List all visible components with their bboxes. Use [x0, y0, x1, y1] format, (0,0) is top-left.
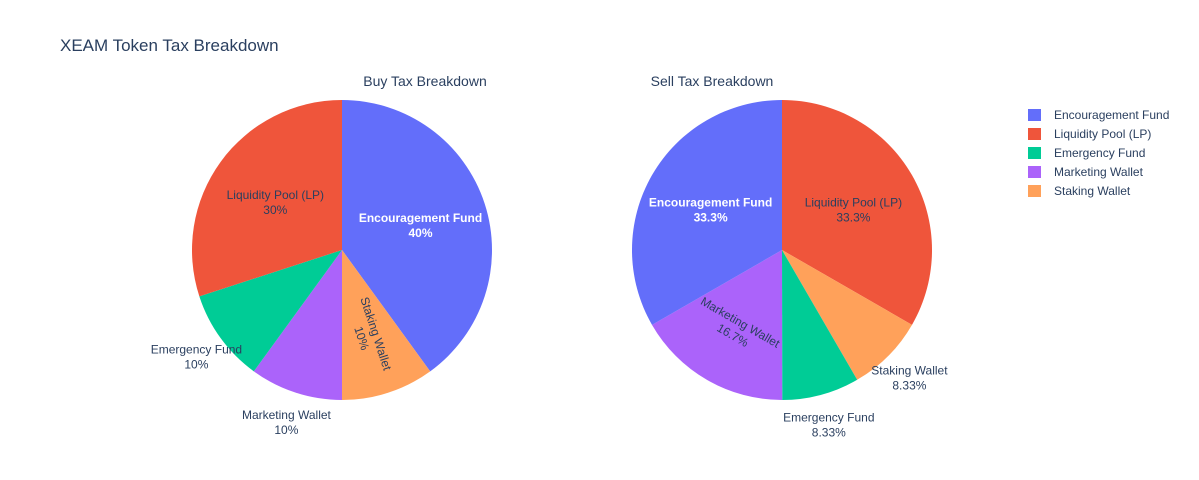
svg-text:Liquidity Pool (LP)33.3%: Liquidity Pool (LP) 33.3%	[805, 195, 902, 224]
sell-slice-staking-wallet[interactable]	[782, 250, 912, 380]
legend-item-encouragement-fund[interactable]: Encouragement Fund	[1028, 108, 1169, 122]
buy-slice-label-encouragement-fund: Encouragement Fund 40%	[359, 211, 482, 240]
sell-pie: Liquidity Pool (LP) 33.3% Staking Wallet 8.…	[631, 100, 948, 439]
legend-item-marketing-wallet[interactable]: Marketing Wallet	[1028, 165, 1144, 179]
svg-text:Marketing Wallet10%: Marketing Wallet 10%	[242, 408, 332, 437]
sell-slice-label-staking-wallet: Staking Wallet 8.33%	[871, 364, 948, 393]
legend-label: Staking Wallet	[1054, 184, 1131, 198]
legend-label: Marketing Wallet	[1054, 165, 1144, 179]
legend-swatch	[1028, 128, 1041, 140]
legend-label: Liquidity Pool (LP)	[1054, 127, 1151, 141]
legend-item-emergency-fund[interactable]: Emergency Fund	[1028, 146, 1145, 160]
legend: Encouragement Fund Liquidity Pool (LP) Eme…	[1028, 108, 1169, 198]
legend-swatch	[1028, 109, 1041, 121]
legend-label: Encouragement Fund	[1054, 108, 1169, 122]
sell-slice-label-encouragement-fund: Encouragement Fund 33.3%	[649, 195, 772, 224]
legend-item-liquidity-pool-lp[interactable]: Liquidity Pool (LP)	[1028, 127, 1151, 141]
buy-slice-encouragement-fund[interactable]	[342, 100, 492, 372]
legend-swatch	[1028, 147, 1041, 159]
buy-slice-liquidity-pool-lp[interactable]	[191, 100, 342, 297]
chart-title: XEAM Token Tax Breakdown	[60, 36, 279, 55]
legend-item-staking-wallet[interactable]: Staking Wallet	[1028, 184, 1131, 198]
sell-slice-marketing-wallet[interactable]	[652, 250, 783, 401]
sell-slice-label-emergency-fund: Emergency Fund 8.33%	[783, 410, 874, 439]
legend-swatch	[1028, 166, 1041, 178]
sell-pie-title: Sell Tax Breakdown	[651, 73, 774, 89]
sell-slice-emergency-fund[interactable]	[782, 250, 858, 400]
legend-label: Emergency Fund	[1054, 146, 1145, 160]
buy-slice-label-liquidity-pool-lp: Liquidity Pool (LP) 30%	[227, 188, 324, 217]
buy-slice-staking-wallet[interactable]	[342, 250, 431, 400]
legend-swatch	[1028, 185, 1041, 197]
buy-slice-label-emergency-fund: Emergency Fund 10%	[151, 342, 242, 371]
buy-pie: Encouragement Fund 40%Staking Wallet10%Ma…	[151, 100, 492, 437]
buy-slice-emergency-fund[interactable]	[199, 250, 342, 372]
sell-slice-label-liquidity-pool-lp: Liquidity Pool (LP) 33.3%	[805, 195, 902, 224]
sell-slice-liquidity-pool-lp[interactable]	[782, 100, 933, 325]
buy-slice-label-marketing-wallet: Marketing Wallet 10%	[242, 408, 332, 437]
sell-slice-encouragement-fund[interactable]	[631, 100, 782, 325]
buy-slice-marketing-wallet[interactable]	[253, 250, 342, 400]
buy-pie-title: Buy Tax Breakdown	[363, 73, 486, 89]
svg-text:Liquidity Pool (LP)30%: Liquidity Pool (LP) 30%	[227, 188, 324, 217]
pies: Encouragement Fund 40%Staking Wallet10%Ma…	[151, 100, 948, 439]
